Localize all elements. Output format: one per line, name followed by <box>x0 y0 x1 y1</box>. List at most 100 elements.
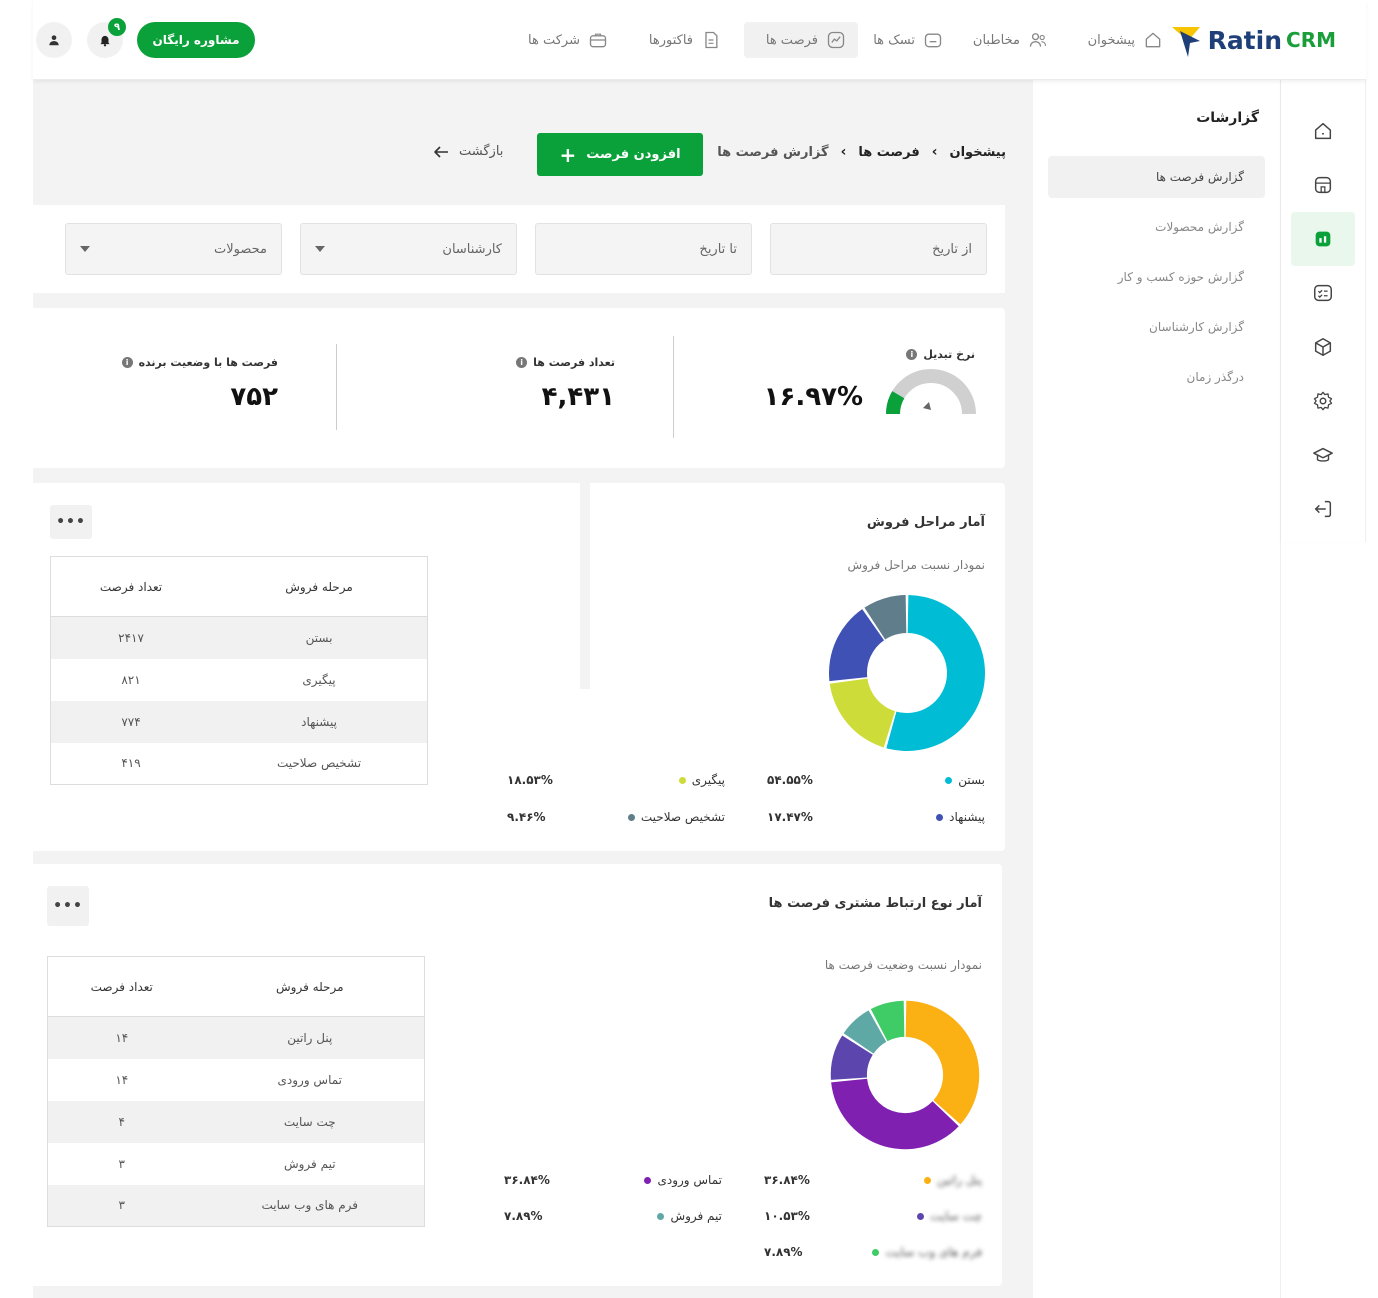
info-icon[interactable]: i <box>516 357 528 368</box>
donut-slice[interactable] <box>864 595 907 640</box>
user-avatar-button[interactable] <box>36 22 72 58</box>
sidebar-item-expert-report[interactable]: گزارش کارشناسان <box>1149 320 1244 334</box>
more-options-button[interactable]: ••• <box>50 505 92 539</box>
home-icon <box>1145 32 1161 48</box>
nav-companies[interactable]: شرکت ها <box>516 22 620 58</box>
donut-slice[interactable] <box>886 595 985 751</box>
stats-card: نرخ تبدیل i ۱۶.۹۷% تعداد فرصت ها i ۴,۴۳۱… <box>27 308 1005 468</box>
conversion-gauge <box>886 369 976 415</box>
rail-products[interactable] <box>1291 320 1355 374</box>
store-icon <box>1314 176 1332 194</box>
table-cell: پیگیری <box>302 672 336 687</box>
breadcrumb-dashboard[interactable]: پیشخوان <box>949 144 1007 160</box>
legend-item: پیگیری <box>678 773 725 787</box>
add-opportunity-button[interactable]: افزودن فرصت + <box>537 133 703 176</box>
table-cell: پنل راتین <box>195 1016 425 1059</box>
legend-label: تیم فروش <box>670 1209 722 1223</box>
rail-home[interactable] <box>1291 104 1355 158</box>
table-cell: ۷۷۴ <box>50 700 212 743</box>
products-select[interactable]: محصولات <box>65 223 282 275</box>
experts-select[interactable]: کارشناسان <box>300 223 517 275</box>
icon-rail <box>1281 80 1366 542</box>
legend-label: چت سایت <box>930 1209 982 1223</box>
legend-dot <box>657 1212 665 1220</box>
rail-store[interactable] <box>1291 158 1355 212</box>
opportunity-count-text: تعداد فرصت ها <box>533 356 615 369</box>
legend-dot <box>627 813 635 821</box>
nav-opportunities[interactable]: فرصت ها <box>744 22 858 58</box>
table-cell: ۲۴۱۷ <box>50 616 212 659</box>
legend-label: تماس ورودی <box>657 1173 722 1187</box>
sidebar-item-product-report[interactable]: گزارش محصولات <box>1155 220 1244 234</box>
breadcrumb-opportunity-report: گزارش فرصت ها <box>717 144 829 160</box>
rail-settings[interactable] <box>1291 374 1355 428</box>
sidebar-item-opportunity-report[interactable]: گزارش فرصت ها <box>1048 156 1265 198</box>
legend-percent: ۳۶.۸۴% <box>504 1173 550 1187</box>
invoice-icon <box>705 31 718 49</box>
table-row: تشخیص صلاحیت ۴۱۹ <box>51 743 428 785</box>
legend-label: پیگیری <box>691 773 725 787</box>
nav-invoices[interactable]: فاکتورها <box>637 22 733 58</box>
rail-logout[interactable] <box>1291 482 1355 536</box>
legend-percent: ۱۰.۵۳% <box>764 1209 810 1223</box>
conversion-rate-text: نرخ تبدیل <box>923 348 975 361</box>
table-cell: ۴۱۹ <box>121 756 141 771</box>
to-date-placeholder: تا تاریخ <box>699 241 737 257</box>
table-cell: تماس ورودی <box>277 1072 343 1087</box>
reports-icon <box>1315 231 1331 247</box>
rail-checklist[interactable] <box>1291 266 1355 320</box>
back-link[interactable]: بازگشت <box>433 144 503 159</box>
info-icon[interactable]: i <box>906 349 918 360</box>
table-cell: بستن <box>211 616 428 659</box>
back-label: بازگشت <box>459 144 504 159</box>
more-options-button[interactable]: ••• <box>47 886 89 926</box>
free-consultation-button[interactable]: مشاوره رایگان <box>137 22 255 58</box>
donut-slice[interactable] <box>831 1078 959 1150</box>
legend-item: تشخیص صلاحیت <box>627 810 725 824</box>
donut-slice[interactable] <box>830 1035 873 1080</box>
logo-text: Ratin <box>1207 25 1283 55</box>
sidebar-item-timeline[interactable]: درگذر زمان <box>1186 370 1244 384</box>
donut-slice[interactable] <box>843 1010 887 1054</box>
table-cell: چت سایت <box>195 1100 425 1143</box>
legend-item: پنل راتین <box>923 1173 982 1187</box>
table-row: چت سایت ۴ <box>47 1100 425 1143</box>
breadcrumb-opportunities[interactable]: فرصت ها <box>858 144 920 160</box>
table-cell: ۱۴ <box>115 1072 129 1087</box>
table-cell: تیم فروش <box>283 1156 336 1171</box>
table-row: پیشنهاد ۷۷۴ <box>50 700 428 743</box>
table-cell: ۱۴ <box>47 1016 196 1059</box>
legend-dot <box>917 1212 925 1220</box>
from-date-field[interactable]: از تاریخ <box>770 223 987 275</box>
table-header-count: تعداد فرصت <box>47 956 196 1017</box>
table-cell: ۴ <box>47 1100 196 1143</box>
scrollbar-track[interactable] <box>580 483 590 689</box>
legend-item: بستن <box>945 773 985 787</box>
logo[interactable]: Ratin CRM <box>1170 20 1336 60</box>
legend-dot <box>945 776 953 784</box>
nav-dashboard[interactable]: پیشخوان <box>1076 22 1175 58</box>
legend-dot <box>872 1248 880 1256</box>
donut-slice[interactable] <box>870 1000 905 1042</box>
user-icon <box>49 35 59 46</box>
winning-opportunities-value: ۷۵۲ <box>230 382 278 412</box>
donut-slice[interactable] <box>829 678 896 748</box>
conversion-rate-label: نرخ تبدیل i <box>906 348 975 361</box>
experts-placeholder: کارشناسان <box>442 241 502 257</box>
nav-contacts[interactable]: مخاطبان <box>961 22 1060 58</box>
notifications-button[interactable]: ۹ <box>87 18 126 58</box>
table-row: فرم های وب سایت ۳ <box>47 1184 425 1227</box>
opportunity-count-value: ۴,۴۳۱ <box>541 382 615 412</box>
info-icon[interactable]: i <box>121 357 133 368</box>
table-row: تیم فروش ۳ <box>48 1143 425 1185</box>
nav-tasks[interactable]: تسک ها <box>861 22 955 58</box>
breadcrumb: پیشخوان › فرصت ها › گزارش فرصت ها <box>717 144 1006 160</box>
rail-reports[interactable] <box>1291 212 1355 266</box>
sidebar-item-business-report[interactable]: گزارش حوزه کسب و کار <box>1117 270 1244 284</box>
customer-relation-table: مرحله فروش تعداد فرصت پنل راتین ۱۴ تماس و… <box>47 956 425 1227</box>
legend-item: فرم های وب سایت <box>872 1245 982 1259</box>
donut-slice[interactable] <box>829 609 885 682</box>
to-date-field[interactable]: تا تاریخ <box>535 223 752 275</box>
donut-slice[interactable] <box>905 1000 980 1125</box>
rail-education[interactable] <box>1291 428 1355 482</box>
